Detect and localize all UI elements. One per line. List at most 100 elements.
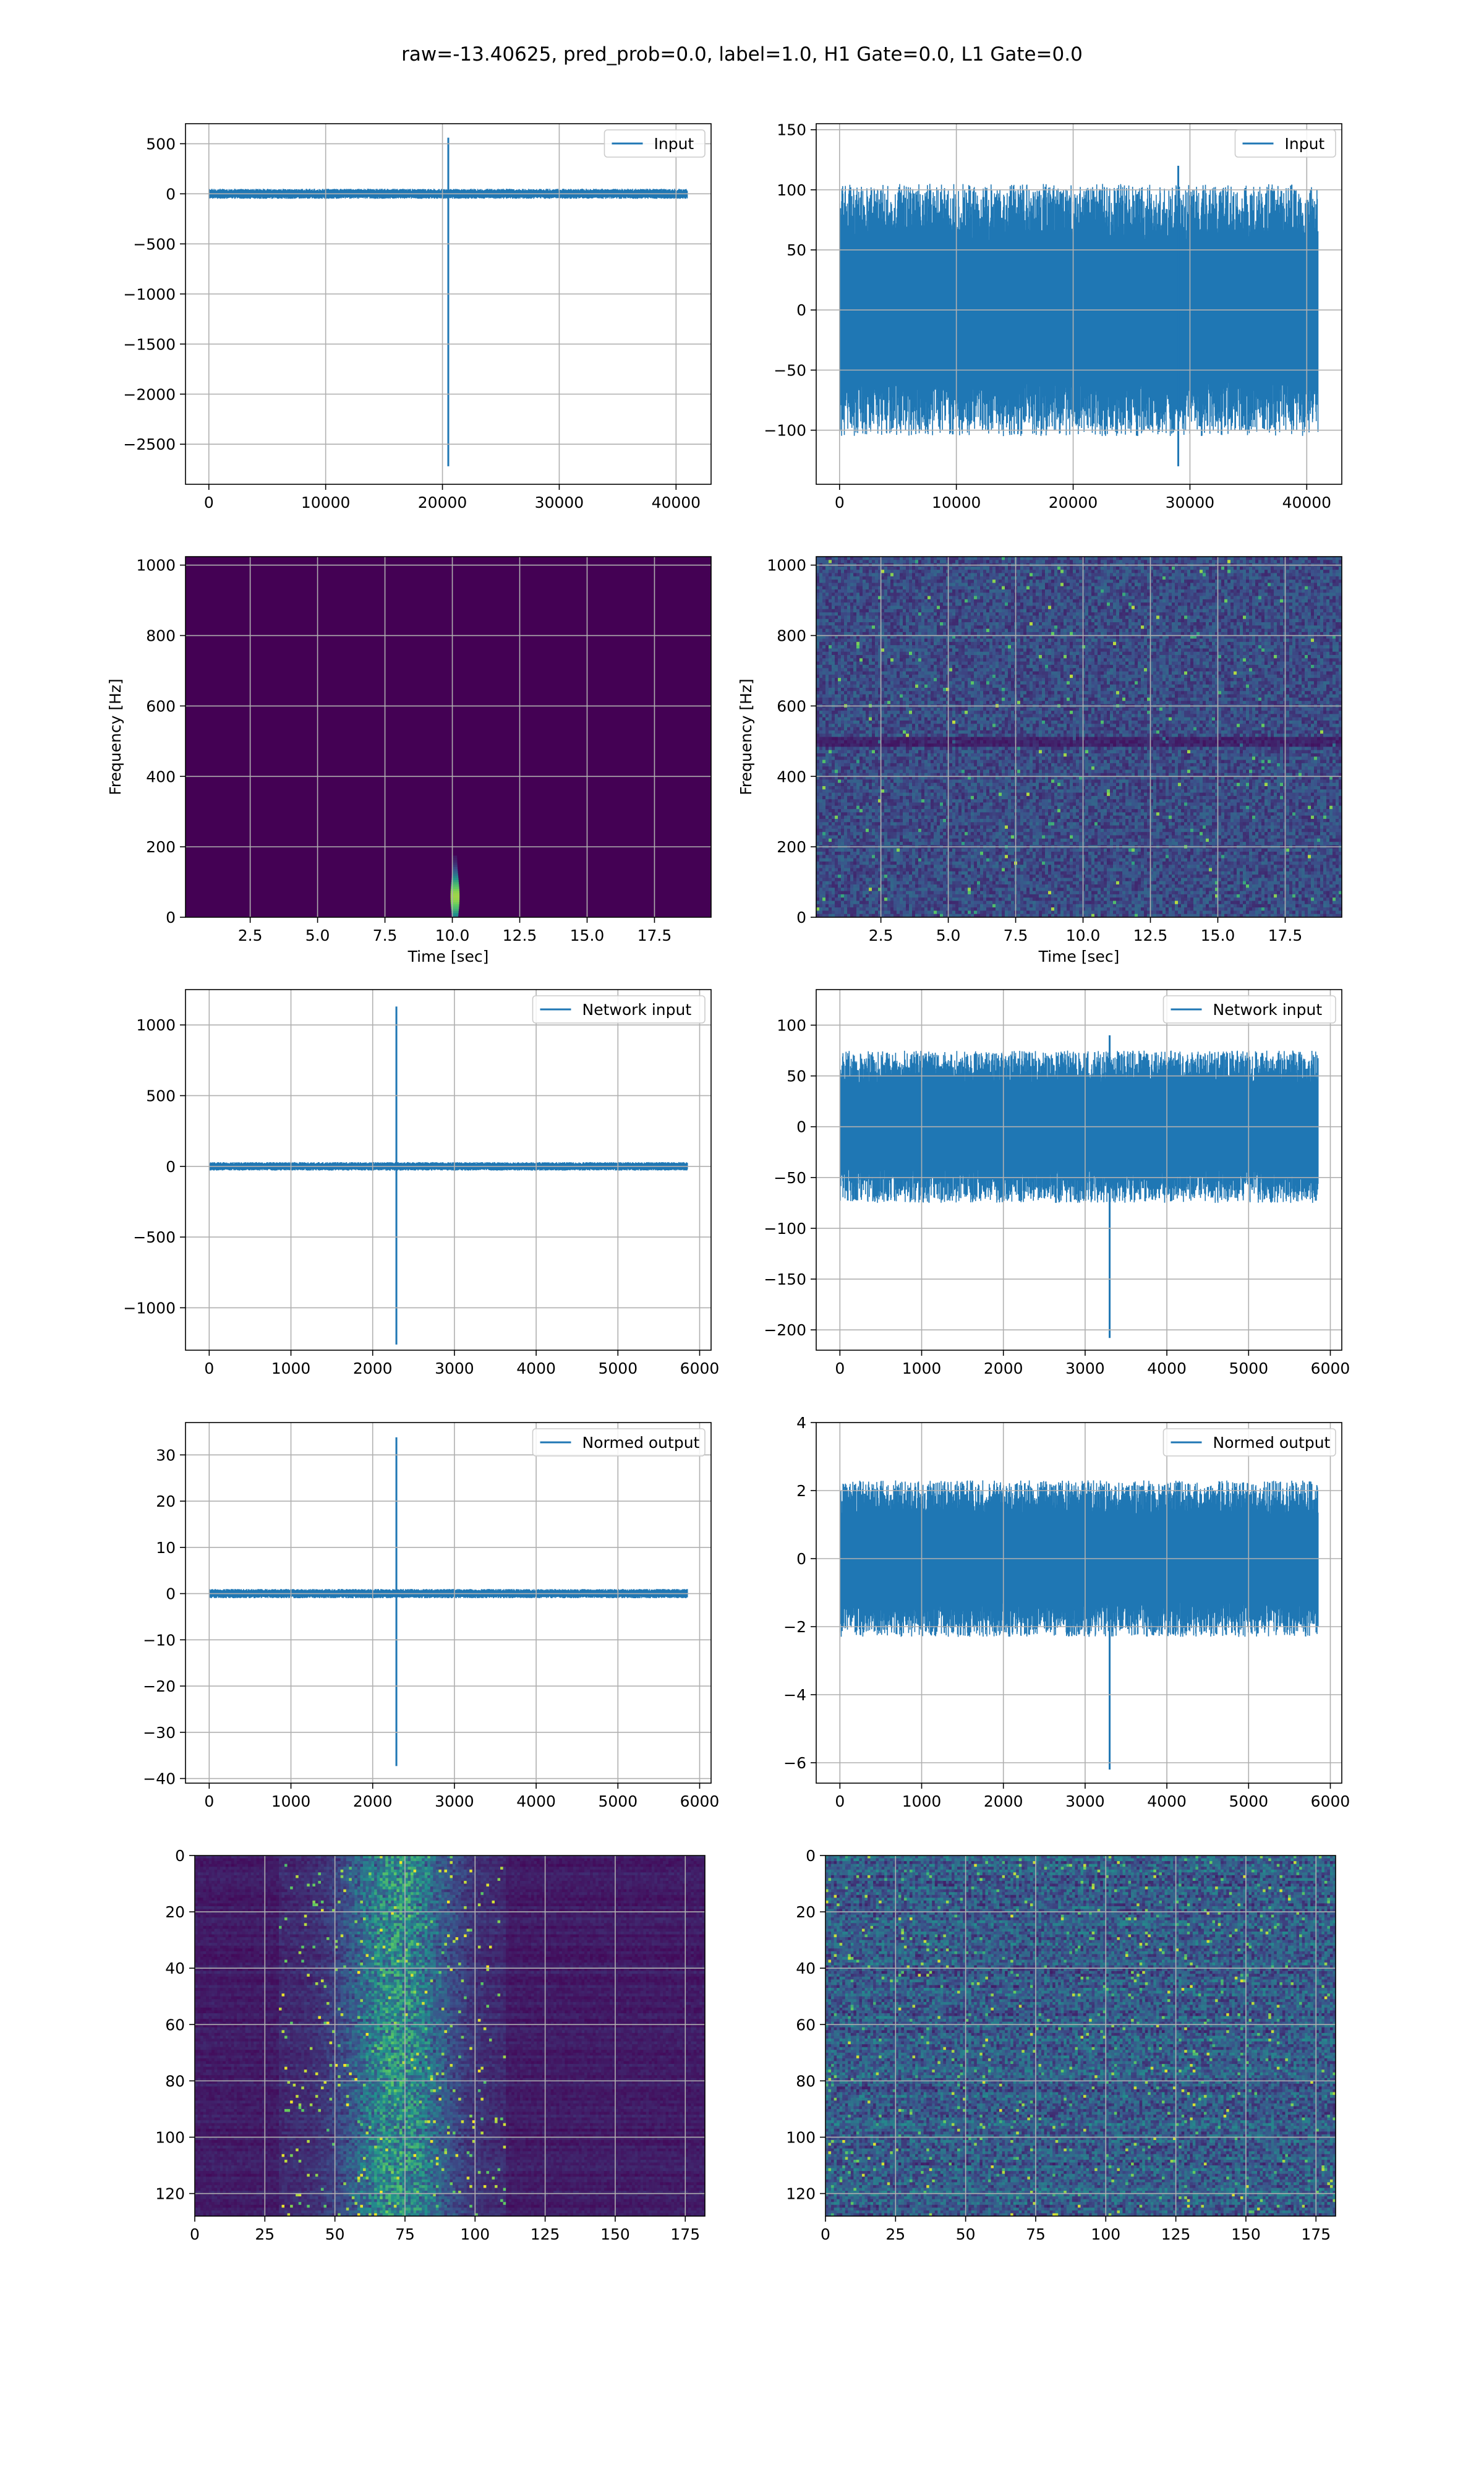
spectrogram-cell bbox=[847, 734, 851, 737]
spectrogram-cell bbox=[909, 852, 913, 855]
spectrogram-cell bbox=[940, 602, 944, 606]
spectrogram-cell bbox=[844, 884, 848, 888]
spectrogram-cell bbox=[937, 721, 940, 724]
spectrogram-cell bbox=[890, 783, 894, 787]
spectrogram-cell bbox=[856, 622, 860, 626]
spectrogram-cell bbox=[897, 743, 900, 747]
spectrogram-cell bbox=[856, 766, 860, 770]
spectrogram-cell bbox=[869, 573, 872, 577]
spectrogram-cell bbox=[859, 812, 863, 816]
spectrogram-cell bbox=[835, 730, 838, 734]
spectrogram-cell bbox=[934, 622, 937, 626]
spectrogram-cell bbox=[940, 753, 944, 757]
spectrogram-cell bbox=[900, 816, 903, 820]
spectrogram-cell bbox=[893, 826, 897, 829]
spectrogram-cell bbox=[887, 770, 891, 774]
spectrogram-cell bbox=[866, 639, 869, 643]
spectrogram-cell bbox=[906, 672, 910, 675]
hot-spot-cell bbox=[453, 867, 458, 869]
spectrogram-cell bbox=[847, 849, 851, 852]
spectrogram-cell bbox=[918, 560, 922, 563]
spectrogram-cell bbox=[909, 747, 913, 750]
spectrogram-cell bbox=[863, 655, 866, 659]
spectrogram-cell bbox=[903, 783, 906, 787]
spectrogram-cell bbox=[943, 753, 947, 757]
spectrogram-cell bbox=[847, 750, 851, 754]
spectrogram-cell bbox=[890, 727, 894, 731]
spectrogram-cell bbox=[863, 897, 866, 901]
spectrogram-cell bbox=[822, 711, 826, 714]
spectrogram-cell bbox=[881, 878, 885, 881]
spectrogram-cell bbox=[847, 812, 851, 816]
spectrogram-cell bbox=[829, 875, 832, 878]
spectrogram-cell bbox=[866, 871, 869, 875]
spectrogram-cell bbox=[850, 695, 854, 698]
spectrogram-cell bbox=[937, 625, 940, 629]
spectrogram-cell bbox=[819, 849, 823, 852]
spectrogram-cell bbox=[832, 747, 835, 750]
spectrogram-cell bbox=[934, 576, 937, 580]
spectrogram-cell bbox=[915, 557, 919, 560]
spectrogram-cell bbox=[850, 809, 854, 813]
spectrogram-cell bbox=[866, 593, 869, 596]
spectrogram-cell bbox=[893, 619, 897, 623]
spectrogram-cell bbox=[829, 619, 832, 623]
spectrogram-cell bbox=[866, 662, 869, 666]
spectrogram-cell bbox=[841, 645, 845, 649]
spectrogram-cell bbox=[835, 901, 838, 905]
spectrogram-cell bbox=[937, 796, 940, 800]
spectrogram-cell bbox=[816, 832, 820, 836]
spectrogram-cell bbox=[872, 695, 876, 698]
spectrogram-cell bbox=[884, 783, 888, 787]
spectrogram-cell bbox=[890, 839, 894, 842]
spectrogram-cell bbox=[906, 816, 910, 820]
spectrogram-cell bbox=[832, 589, 835, 593]
spectrogram-cell bbox=[924, 727, 928, 731]
spectrogram-cell bbox=[825, 832, 829, 836]
spectrogram-cell bbox=[937, 596, 940, 600]
spectrogram-cell bbox=[906, 809, 910, 813]
spectrogram-cell bbox=[859, 599, 863, 603]
spectrogram-cell bbox=[884, 799, 888, 803]
spectrogram-cell bbox=[924, 871, 928, 875]
spectrogram-cell bbox=[897, 557, 900, 560]
spectrogram-cell bbox=[900, 599, 903, 603]
spectrogram-cell bbox=[859, 734, 863, 737]
spectrogram-cell bbox=[884, 894, 888, 898]
spectrogram-cell bbox=[869, 615, 872, 619]
spectrogram-cell bbox=[931, 658, 934, 662]
spectrogram-cell bbox=[866, 865, 869, 868]
spectrogram-cell bbox=[832, 629, 835, 633]
spectrogram-cell bbox=[887, 891, 891, 895]
spectrogram-cell bbox=[949, 849, 953, 852]
spectrogram-cell bbox=[887, 786, 891, 790]
spectrogram-cell bbox=[856, 875, 860, 878]
spectrogram-cell bbox=[909, 907, 913, 911]
spectrogram-cell bbox=[825, 865, 829, 868]
spectrogram-cell bbox=[906, 586, 910, 590]
spectrogram-cell bbox=[884, 721, 888, 724]
spectrogram-cell bbox=[887, 570, 891, 573]
spectrogram-cell bbox=[912, 655, 916, 659]
spectrogram-cell bbox=[934, 753, 937, 757]
spectrogram-cell bbox=[949, 865, 953, 868]
spectrogram-cell bbox=[943, 602, 947, 606]
spectrogram-cell bbox=[934, 747, 937, 750]
spectrogram-cell bbox=[934, 875, 937, 878]
spectrogram-cell bbox=[921, 612, 925, 616]
spectrogram-cell bbox=[832, 891, 835, 895]
spectrogram-cell bbox=[903, 743, 906, 747]
spectrogram-cell bbox=[866, 894, 869, 898]
spectrogram-cell bbox=[816, 799, 820, 803]
x-tick-label: 7.5 bbox=[373, 927, 398, 944]
spectrogram-cell bbox=[921, 796, 925, 800]
spectrogram-cell bbox=[838, 836, 842, 839]
spectrogram-cell bbox=[949, 665, 953, 669]
spectrogram-cell bbox=[838, 695, 842, 698]
spectrogram-cell bbox=[838, 737, 842, 741]
spectrogram-cell bbox=[853, 747, 857, 750]
spectrogram-cell bbox=[931, 678, 934, 682]
spectrogram-cell bbox=[890, 648, 894, 652]
spectrogram-cell bbox=[825, 884, 829, 888]
spectrogram-cell bbox=[822, 606, 826, 610]
